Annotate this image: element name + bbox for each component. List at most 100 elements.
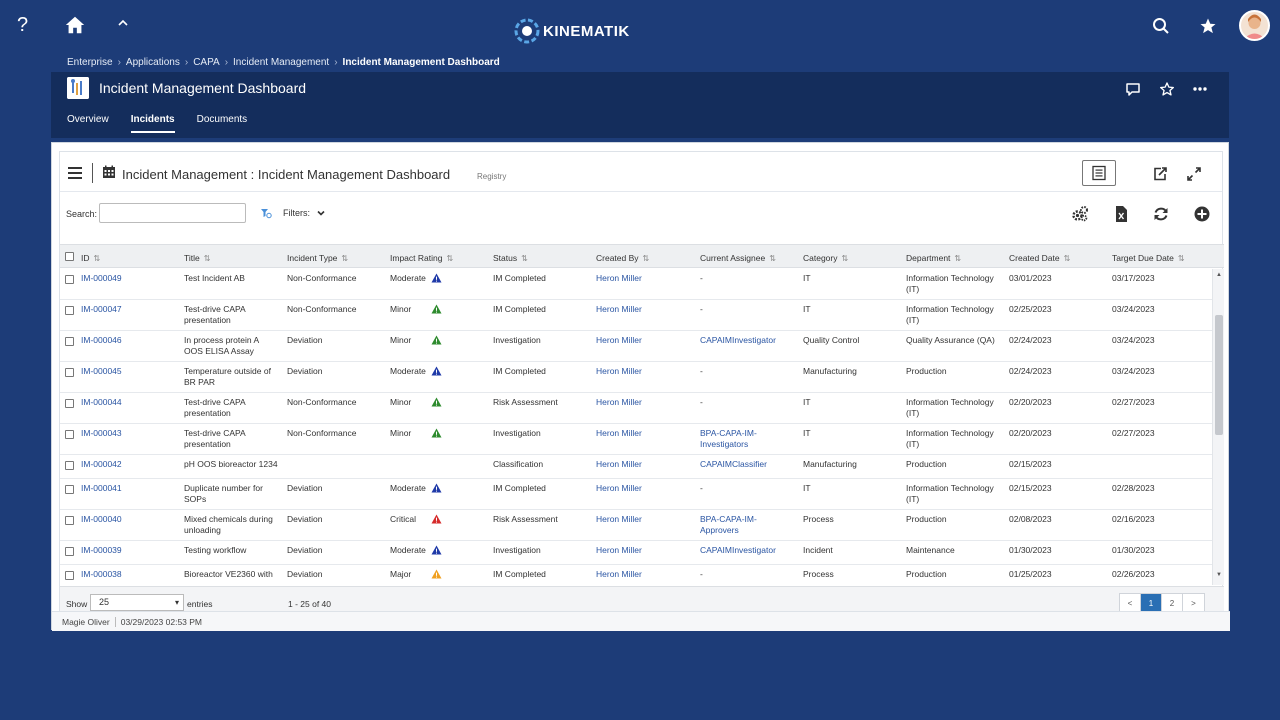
col-department[interactable]: Department ⇅: [906, 253, 962, 263]
col-title[interactable]: Title ⇅: [184, 253, 211, 263]
col-status[interactable]: Status ⇅: [493, 253, 528, 263]
table-row[interactable]: IM-000044 Test-drive CAPA presentation Non…: [60, 393, 1212, 424]
select-all-checkbox[interactable]: [65, 252, 74, 261]
table-row[interactable]: IM-000043 Test-drive CAPA presentation Non…: [60, 424, 1212, 455]
table-row[interactable]: IM-000040 Mixed chemicals during unloadin…: [60, 510, 1212, 541]
export-share-icon[interactable]: [1152, 166, 1168, 182]
next-page-button[interactable]: >: [1191, 599, 1196, 608]
col-category[interactable]: Category ⇅: [803, 253, 849, 263]
prev-page-button[interactable]: <: [1120, 594, 1141, 613]
filter-refresh-icon[interactable]: [260, 207, 272, 219]
breadcrumb-incident-management[interactable]: Incident Management: [233, 56, 330, 68]
col-impact-rating[interactable]: Impact Rating ⇅: [390, 253, 454, 263]
row-id[interactable]: IM-000047: [81, 304, 176, 315]
table-row[interactable]: IM-000047 Test-drive CAPA presentation Non…: [60, 300, 1212, 331]
row-created-by[interactable]: Heron Miller: [596, 397, 691, 408]
row-checkbox[interactable]: [65, 399, 74, 408]
table-scrollbar[interactable]: ▲ ▼: [1212, 269, 1224, 585]
table-row[interactable]: IM-000049 Test Incident AB Non-Conformance…: [60, 269, 1212, 300]
row-created-by[interactable]: Heron Miller: [596, 483, 691, 494]
tab-incidents[interactable]: Incidents: [130, 114, 175, 133]
list-view-button[interactable]: [1082, 160, 1116, 186]
help-icon[interactable]: ?: [17, 14, 29, 36]
breadcrumb-capa[interactable]: CAPA: [193, 56, 220, 68]
row-id[interactable]: IM-000042: [81, 459, 176, 470]
breadcrumb-enterprise[interactable]: Enterprise: [67, 56, 113, 68]
row-status-text: Classification: [493, 459, 544, 469]
row-created-by[interactable]: Heron Miller: [596, 459, 691, 470]
scroll-down-icon[interactable]: ▼: [1216, 572, 1222, 578]
row-checkbox[interactable]: [65, 547, 74, 556]
user-avatar[interactable]: [1239, 10, 1270, 41]
col-id[interactable]: ID ⇅: [81, 253, 101, 263]
row-id[interactable]: IM-000045: [81, 366, 176, 377]
comment-icon[interactable]: [1125, 81, 1141, 97]
row-checkbox[interactable]: [65, 571, 74, 580]
row-status-text: Investigation: [493, 428, 541, 438]
row-created-by[interactable]: Heron Miller: [596, 545, 691, 556]
row-checkbox[interactable]: [65, 368, 74, 377]
excel-export-icon[interactable]: [1112, 205, 1130, 223]
page-1-button[interactable]: 1: [1141, 594, 1162, 613]
col-created-by[interactable]: Created By ⇅: [596, 253, 650, 263]
chevron-up-icon[interactable]: [116, 16, 130, 30]
row-created-by[interactable]: Heron Miller: [596, 569, 691, 580]
page-2-button[interactable]: 2: [1162, 594, 1183, 613]
col-created-date[interactable]: Created Date ⇅: [1009, 253, 1071, 263]
table-row[interactable]: IM-000042 pH OOS bioreactor 1234 Classific…: [60, 455, 1212, 479]
row-id[interactable]: IM-000049: [81, 273, 176, 284]
row-checkbox[interactable]: [65, 430, 74, 439]
search-input[interactable]: [99, 203, 246, 223]
hamburger-menu-icon[interactable]: [68, 167, 82, 179]
row-checkbox[interactable]: [65, 516, 74, 525]
row-checkbox[interactable]: [65, 337, 74, 346]
row-id[interactable]: IM-000038: [81, 569, 176, 580]
favorites-star-icon[interactable]: [1199, 17, 1217, 35]
col-incident-type[interactable]: Incident Type ⇅: [287, 253, 349, 263]
row-created-by[interactable]: Heron Miller: [596, 514, 691, 525]
row-assignee[interactable]: BPA-CAPA-IM-Investigators: [700, 428, 795, 450]
row-checkbox[interactable]: [65, 306, 74, 315]
add-circle-icon[interactable]: [1193, 205, 1211, 223]
table-row[interactable]: IM-000041 Duplicate number for SOPs Deviat…: [60, 479, 1212, 510]
favorite-star-outline-icon[interactable]: [1159, 81, 1175, 97]
row-created-by[interactable]: Heron Miller: [596, 335, 691, 346]
row-checkbox[interactable]: [65, 485, 74, 494]
row-assignee[interactable]: CAPAIMClassifier: [700, 459, 795, 470]
expand-icon[interactable]: [1186, 166, 1202, 182]
row-assignee[interactable]: BPA-CAPA-IM-Approvers: [700, 514, 795, 536]
row-created-by[interactable]: Heron Miller: [596, 273, 691, 284]
settings-gears-icon[interactable]: [1071, 205, 1089, 223]
scroll-thumb[interactable]: [1215, 315, 1223, 435]
more-options-icon[interactable]: [1192, 81, 1208, 97]
row-checkbox[interactable]: [65, 461, 74, 470]
row-id[interactable]: IM-000041: [81, 483, 176, 494]
row-id[interactable]: IM-000044: [81, 397, 176, 408]
filters-dropdown[interactable]: Filters:: [283, 208, 326, 218]
table-row[interactable]: IM-000045 Temperature outside of BR PAR De…: [60, 362, 1212, 393]
row-assignee[interactable]: CAPAIMInvestigator: [700, 545, 795, 556]
tab-documents[interactable]: Documents: [196, 114, 248, 125]
refresh-icon[interactable]: [1152, 205, 1170, 223]
row-id[interactable]: IM-000046: [81, 335, 176, 346]
row-checkbox[interactable]: [65, 275, 74, 284]
chevron-down-icon: [317, 210, 325, 216]
home-icon[interactable]: [64, 14, 86, 36]
table-row[interactable]: IM-000038 Bioreactor VE2360 with Deviation…: [60, 565, 1212, 585]
row-id[interactable]: IM-000043: [81, 428, 176, 439]
table-row[interactable]: IM-000039 Testing workflow Deviation Modera…: [60, 541, 1212, 565]
col-current-assignee[interactable]: Current Assignee ⇅: [700, 253, 776, 263]
row-id[interactable]: IM-000040: [81, 514, 176, 525]
row-created-by[interactable]: Heron Miller: [596, 366, 691, 377]
col-target-due-date[interactable]: Target Due Date ⇅: [1112, 253, 1185, 263]
row-created-by[interactable]: Heron Miller: [596, 304, 691, 315]
row-assignee[interactable]: CAPAIMInvestigator: [700, 335, 795, 346]
tab-overview[interactable]: Overview: [67, 114, 109, 125]
scroll-up-icon[interactable]: ▲: [1216, 272, 1222, 278]
table-row[interactable]: IM-000046 In process protein A OOS ELISA …: [60, 331, 1212, 362]
page-size-select[interactable]: 25 ▾: [90, 594, 184, 611]
search-icon[interactable]: [1152, 17, 1170, 35]
row-id[interactable]: IM-000039: [81, 545, 176, 556]
breadcrumb-applications[interactable]: Applications: [125, 56, 180, 68]
row-created-by[interactable]: Heron Miller: [596, 428, 691, 439]
